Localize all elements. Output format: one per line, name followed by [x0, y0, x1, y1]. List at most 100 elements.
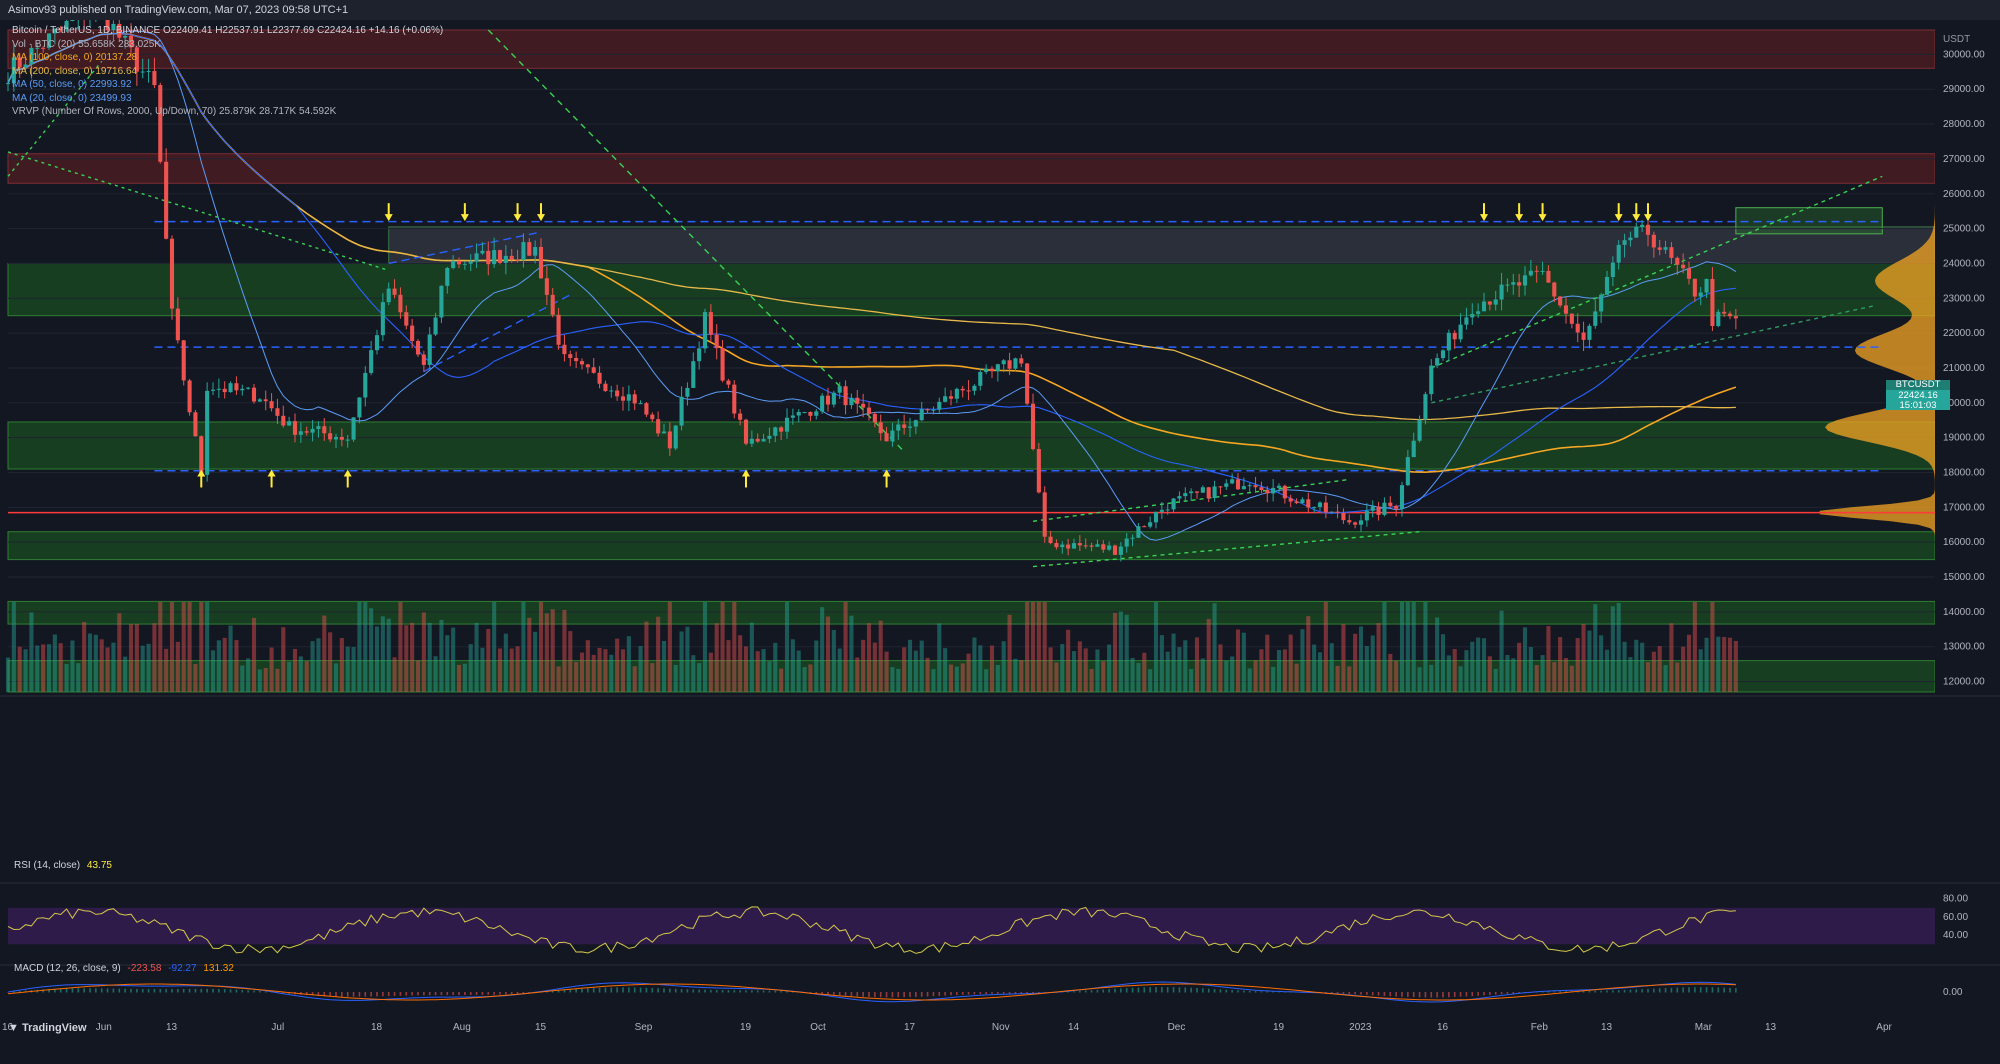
volume-bar [93, 634, 98, 692]
volume-bar [802, 667, 807, 692]
macd-hist-bar [59, 988, 62, 993]
macd-hist-bar [428, 992, 431, 996]
candle-body [240, 388, 245, 391]
volume-bar [866, 623, 872, 692]
candle-body [369, 350, 374, 373]
candle-body [1118, 546, 1123, 555]
volume-bar [1183, 640, 1188, 692]
candle-body [111, 23, 116, 31]
macd-hist-bar [1108, 989, 1110, 993]
candle-body [70, 20, 75, 21]
volume-bar [1265, 634, 1270, 692]
volume-bar [708, 652, 713, 692]
volume-bar [1558, 637, 1563, 692]
macd-hist-bar [206, 988, 208, 993]
channel-lower [1431, 304, 1877, 404]
candle-body [779, 427, 784, 432]
macd-hist-bar [405, 992, 408, 996]
macd-hist-bar [920, 992, 923, 997]
candle-body [1341, 512, 1346, 521]
volume-bar [1200, 658, 1205, 692]
candle-body [837, 386, 842, 393]
candle-body [1704, 278, 1709, 293]
macd-hist-bar [815, 992, 818, 994]
candle-body [1177, 496, 1182, 499]
volume-bar [1435, 617, 1440, 692]
price-chart[interactable]: USDT 30000.00 29000.00 28000.00 27000.00 2600… [0, 20, 2000, 1064]
macd-hist-bar [440, 992, 443, 996]
macd-hist-bar [1377, 992, 1380, 996]
candle-body [1025, 363, 1030, 404]
volume-bar [1212, 603, 1217, 692]
candle-body [1733, 316, 1738, 319]
time-tick: Jun [96, 1022, 112, 1033]
candle-body [46, 33, 52, 48]
candle-body [820, 395, 825, 412]
macd-hist-bar [1260, 991, 1263, 993]
macd-hist-bar [95, 988, 97, 993]
macd-hist-bar [235, 989, 238, 993]
macd-hist-bar [452, 992, 454, 996]
volume-bar [386, 618, 391, 692]
macd-hist-bar [177, 988, 179, 993]
candle-body [1528, 270, 1533, 276]
macd-hist-bar [915, 992, 917, 997]
volume-bar [1657, 646, 1662, 692]
candle-body [550, 294, 555, 315]
macd-hist-bar [1366, 992, 1368, 995]
candle-body [134, 47, 139, 72]
time-tick: Apr [1876, 1022, 1892, 1033]
macd-hist-bar [1131, 987, 1134, 993]
candle-body [656, 419, 661, 434]
macd-hist-bar [985, 992, 987, 994]
tradingview-logo[interactable]: ▼ TradingView [8, 1022, 87, 1034]
rsi-tick: 80.00 [1943, 894, 1968, 905]
candle-body [1651, 234, 1656, 248]
volume-bar [1569, 665, 1574, 692]
macd-hist-bar [850, 992, 853, 997]
macd-hist-bar [1184, 987, 1187, 993]
volume-bar [1042, 602, 1047, 692]
macd-hist-bar [1172, 987, 1175, 993]
volume-bar [1282, 649, 1287, 692]
volume-bar [1312, 644, 1317, 692]
macd-hist-bar [1606, 990, 1608, 993]
volume-bar [1054, 662, 1059, 692]
candle-body [902, 424, 907, 428]
volume-bar [251, 617, 257, 692]
macd-value-2: -92.27 [168, 963, 197, 974]
candle-body [146, 71, 151, 73]
volume-bar [234, 640, 239, 692]
macd-hist-bar [698, 989, 700, 993]
macd-hist-bar [1243, 990, 1245, 993]
macd-hist-bar [1032, 992, 1034, 994]
volume-bar [1651, 651, 1656, 692]
candle-body [738, 413, 743, 420]
volume-bar [70, 640, 75, 692]
yellow-arrow-head [513, 214, 522, 222]
volume-bar [720, 602, 725, 692]
volume-bar [216, 640, 221, 692]
volume-bar [11, 602, 16, 692]
volume-bar [410, 622, 415, 692]
volume-bar [292, 648, 298, 692]
macd-hist-bar [1682, 987, 1684, 993]
macd-legend: MACD (12, 26, close, 9) -223.58 -92.27 1… [14, 963, 234, 974]
macd-hist-bar [1658, 988, 1661, 993]
candle-body [1153, 511, 1159, 523]
candle-body [1411, 440, 1416, 458]
candle-body [251, 387, 257, 402]
macd-hist-bar [874, 992, 876, 998]
macd-hist-bar [710, 989, 712, 993]
volume-bar [749, 622, 754, 692]
rsi-tick: 40.00 [1943, 930, 1968, 941]
volume-bar [1493, 668, 1498, 692]
macd-hist-bar [1330, 992, 1333, 994]
candle-body [1183, 493, 1188, 497]
candle-body [562, 344, 567, 355]
candle-body [661, 431, 667, 434]
volume-bar [316, 638, 321, 692]
candle-body [966, 390, 971, 392]
candle-body [1692, 278, 1697, 297]
macd-hist-bar [130, 988, 132, 993]
